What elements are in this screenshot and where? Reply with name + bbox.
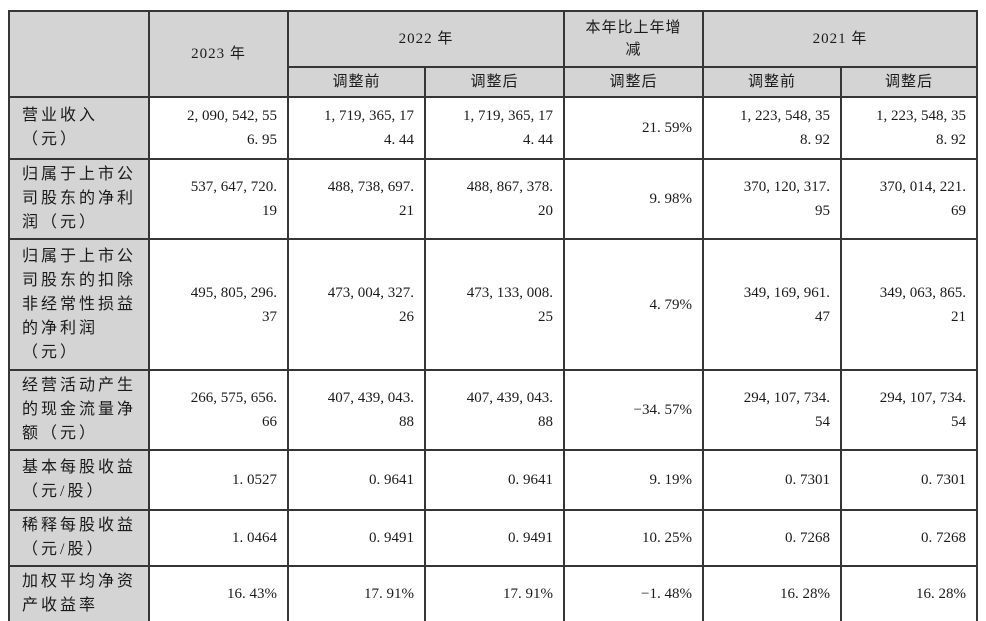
financial-summary-table: 2023 年 2022 年 本年比上年增 减 2021 年 调整前 调整后 调整… (8, 10, 979, 621)
cell-2022-after: 473, 133, 008. 25 (423, 238, 566, 371)
cell-2022-after: 1, 719, 365, 17 4. 44 (423, 96, 566, 160)
cell-2023: 2, 090, 542, 55 6. 95 (148, 96, 289, 160)
table-row-weighted-average-roe: 加权平均净资 产收益率 16. 43% 17. 91% 17. 91% −1. … (8, 565, 979, 621)
cell-2021-before: 1, 223, 548, 35 8. 92 (702, 96, 843, 160)
cell-2021-before: 349, 169, 961. 47 (702, 238, 843, 371)
cell-2022-after: 0. 9491 (423, 509, 566, 567)
row-label: 归属于上市公 司股东的扣除 非经常性损益 的净利润 （元） (8, 238, 150, 371)
cell-2023: 537, 647, 720. 19 (148, 158, 289, 240)
header-year-2022: 2022 年 (286, 10, 566, 68)
row-label: 加权平均净资 产收益率 (8, 565, 150, 621)
cell-2021-after: 370, 014, 221. 69 (840, 158, 979, 240)
cell-2021-before: 16. 28% (702, 565, 843, 621)
row-label: 营业收入 （元） (8, 96, 150, 160)
row-label: 稀释每股收益 （元/股） (8, 509, 150, 567)
header-row-years: 2023 年 2022 年 本年比上年增 减 2021 年 (8, 10, 979, 98)
cell-yoy-change: −1. 48% (563, 565, 705, 621)
cell-2021-after: 0. 7268 (840, 509, 979, 567)
cell-yoy-change: 9. 19% (563, 449, 705, 511)
cell-2023: 1. 0527 (148, 449, 289, 511)
cell-yoy-change: 10. 25% (563, 509, 705, 567)
row-label: 基本每股收益 （元/股） (8, 449, 150, 511)
cell-2021-after: 16. 28% (840, 565, 979, 621)
table-row-basic-eps: 基本每股收益 （元/股） 1. 0527 0. 9641 0. 9641 9. … (8, 449, 979, 511)
cell-2022-after: 17. 91% (423, 565, 566, 621)
cell-2022-before: 1, 719, 365, 17 4. 44 (287, 96, 426, 160)
cell-2021-after: 294, 107, 734. 54 (840, 369, 979, 451)
subheader-2022-after-adjustment: 调整后 (423, 66, 566, 98)
header-year-2023: 2023 年 (148, 10, 289, 98)
cell-2021-before: 370, 120, 317. 95 (702, 158, 843, 240)
cell-2022-after: 0. 9641 (423, 449, 566, 511)
cell-yoy-change: 4. 79% (563, 238, 705, 371)
table-row-operating-cash-flow: 经营活动产生 的现金流量净 额（元） 266, 575, 656. 66 407… (8, 369, 979, 451)
header-row-subcolumns: 调整前 调整后 调整后 调整前 调整后 (9, 66, 979, 98)
cell-2022-before: 407, 439, 043. 88 (287, 369, 426, 451)
cell-2022-before: 17. 91% (287, 565, 426, 621)
row-label: 经营活动产生 的现金流量净 额（元） (8, 369, 150, 451)
table-row-net-profit: 归属于上市公 司股东的净利 润（元） 537, 647, 720. 19 488… (8, 158, 979, 240)
cell-yoy-change: −34. 57% (563, 369, 705, 451)
header-corner-cell (8, 10, 150, 98)
cell-2021-after: 1, 223, 548, 35 8. 92 (840, 96, 979, 160)
cell-2022-before: 488, 738, 697. 21 (287, 158, 426, 240)
subheader-2021-after-adjustment: 调整后 (840, 66, 979, 98)
header-year-2021: 2021 年 (702, 10, 979, 68)
cell-yoy-change: 9. 98% (563, 158, 705, 240)
header-yoy-change: 本年比上年增 减 (563, 10, 705, 68)
cell-2022-after: 488, 867, 378. 20 (423, 158, 566, 240)
cell-2022-before: 0. 9491 (287, 509, 426, 567)
cell-2023: 495, 805, 296. 37 (148, 238, 289, 371)
cell-2022-before: 473, 004, 327. 26 (287, 238, 426, 371)
table-row-diluted-eps: 稀释每股收益 （元/股） 1. 0464 0. 9491 0. 9491 10.… (8, 509, 979, 567)
subheader-change-after-adjustment: 调整后 (563, 66, 705, 98)
table-row-net-profit-excl-nonrecurring: 归属于上市公 司股东的扣除 非经常性损益 的净利润 （元） 495, 805, … (8, 238, 979, 371)
cell-2021-before: 0. 7301 (702, 449, 843, 511)
cell-2023: 266, 575, 656. 66 (148, 369, 289, 451)
row-label: 归属于上市公 司股东的净利 润（元） (8, 158, 150, 240)
cell-2021-after: 0. 7301 (840, 449, 979, 511)
cell-yoy-change: 21. 59% (563, 96, 705, 160)
cell-2023: 16. 43% (148, 565, 289, 621)
table-row-operating-revenue: 营业收入 （元） 2, 090, 542, 55 6. 95 1, 719, 3… (8, 96, 979, 160)
subheader-2022-before-adjustment: 调整前 (287, 66, 426, 98)
cell-2021-before: 294, 107, 734. 54 (702, 369, 843, 451)
cell-2021-after: 349, 063, 865. 21 (840, 238, 979, 371)
cell-2022-before: 0. 9641 (287, 449, 426, 511)
subheader-2021-before-adjustment: 调整前 (702, 66, 843, 98)
cell-2021-before: 0. 7268 (702, 509, 843, 567)
cell-2023: 1. 0464 (148, 509, 289, 567)
cell-2022-after: 407, 439, 043. 88 (423, 369, 566, 451)
